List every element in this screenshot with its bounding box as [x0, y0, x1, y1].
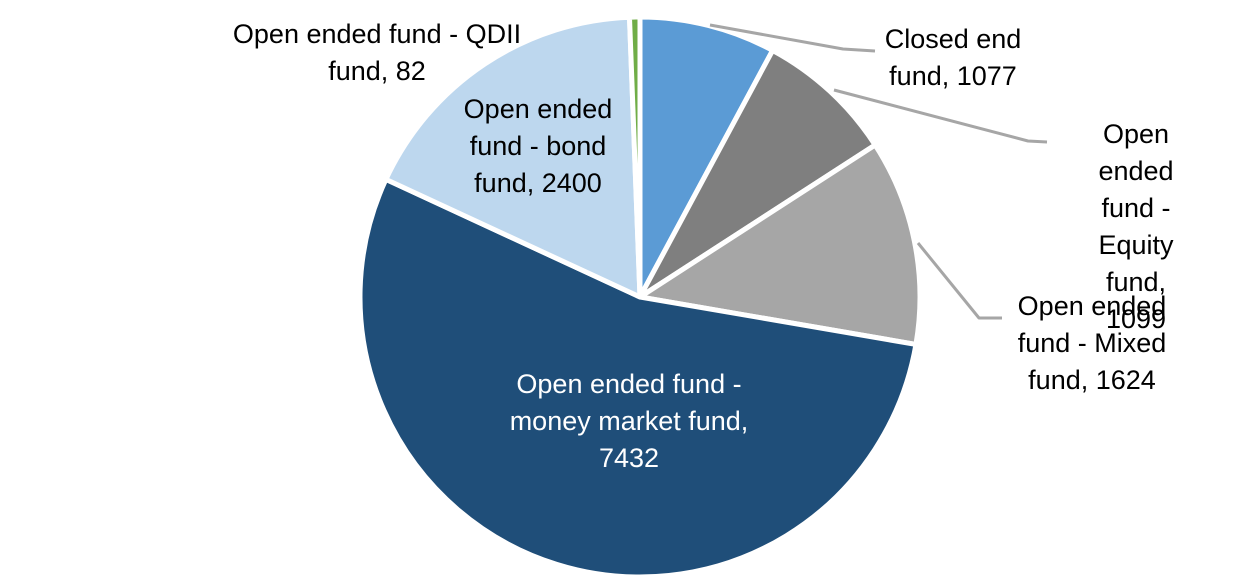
pie-slice-2	[637, 142, 923, 347]
pie-slices	[357, 14, 923, 580]
pie-slice-3	[357, 176, 919, 580]
pie-slice-4	[383, 14, 643, 300]
leader-line-1	[833, 88, 1048, 144]
label-money-market-fund: Open ended fund - money market fund, 743…	[509, 369, 749, 473]
pie-slice-0	[637, 14, 776, 300]
leader-line-0	[709, 23, 876, 53]
label-equity-fund: Open ended fund - Equity fund, 1099	[1098, 119, 1174, 334]
leader-lines	[709, 23, 1048, 320]
label-qdii-fund: Open ended fund - QDII fund, 82	[232, 19, 522, 86]
label-closed-end-fund: Closed end fund, 1077	[884, 24, 1022, 91]
label-mixed-fund: Open ended fund - Mixed fund, 1624	[1017, 291, 1167, 395]
leader-line-2	[916, 242, 1002, 320]
label-bond-fund: Open ended fund - bond fund, 2400	[463, 94, 613, 198]
pie-slice-1	[637, 47, 878, 300]
pie-slice-5	[626, 14, 643, 300]
